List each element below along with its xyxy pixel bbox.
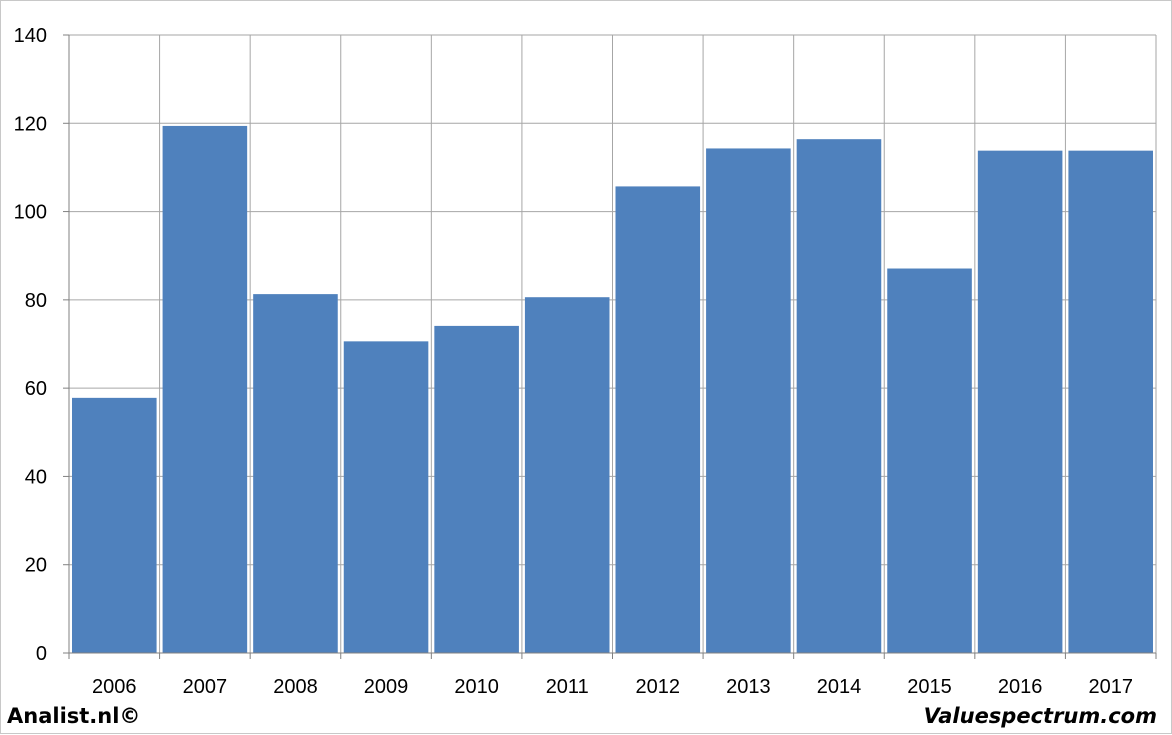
y-tick-label: 40 <box>25 466 47 488</box>
x-tick-label: 2011 <box>546 676 589 698</box>
x-tick-label: 2015 <box>907 676 952 698</box>
x-tick-label: 2014 <box>817 676 862 698</box>
bar-2006 <box>72 397 157 653</box>
x-tick-label: 2008 <box>273 676 318 698</box>
x-tick-label: 2012 <box>636 676 681 698</box>
y-tick-label: 120 <box>14 113 47 135</box>
footer-right-credit: Valuespectrum.com <box>923 704 1157 728</box>
bar-2007 <box>162 125 248 654</box>
bar-2011 <box>524 297 610 653</box>
x-tick-label: 2009 <box>364 676 409 698</box>
bar-2014 <box>796 139 882 654</box>
y-tick-label: 80 <box>25 290 47 312</box>
bar-2013 <box>706 148 791 653</box>
bar-2008 <box>253 294 338 653</box>
y-tick-label: 20 <box>25 555 47 577</box>
x-tick-label: 2010 <box>454 676 499 698</box>
bar-2017 <box>1068 150 1153 653</box>
bar-2010 <box>434 325 519 653</box>
bar-2009 <box>343 341 429 653</box>
bar-2015 <box>887 268 972 653</box>
y-tick-label: 140 <box>14 25 47 47</box>
bar-2016 <box>977 150 1063 653</box>
y-tick-label: 100 <box>14 202 47 224</box>
footer-left-credit: Analist.nl© <box>7 704 141 728</box>
x-tick-label: 2016 <box>998 676 1043 698</box>
y-tick-label: 0 <box>36 643 47 665</box>
bar-2012 <box>615 186 701 653</box>
x-tick-label: 2007 <box>183 676 228 698</box>
x-tick-label: 2017 <box>1088 676 1133 698</box>
x-tick-label: 2013 <box>726 676 771 698</box>
x-tick-label: 2006 <box>92 676 137 698</box>
y-tick-label: 60 <box>25 378 47 400</box>
